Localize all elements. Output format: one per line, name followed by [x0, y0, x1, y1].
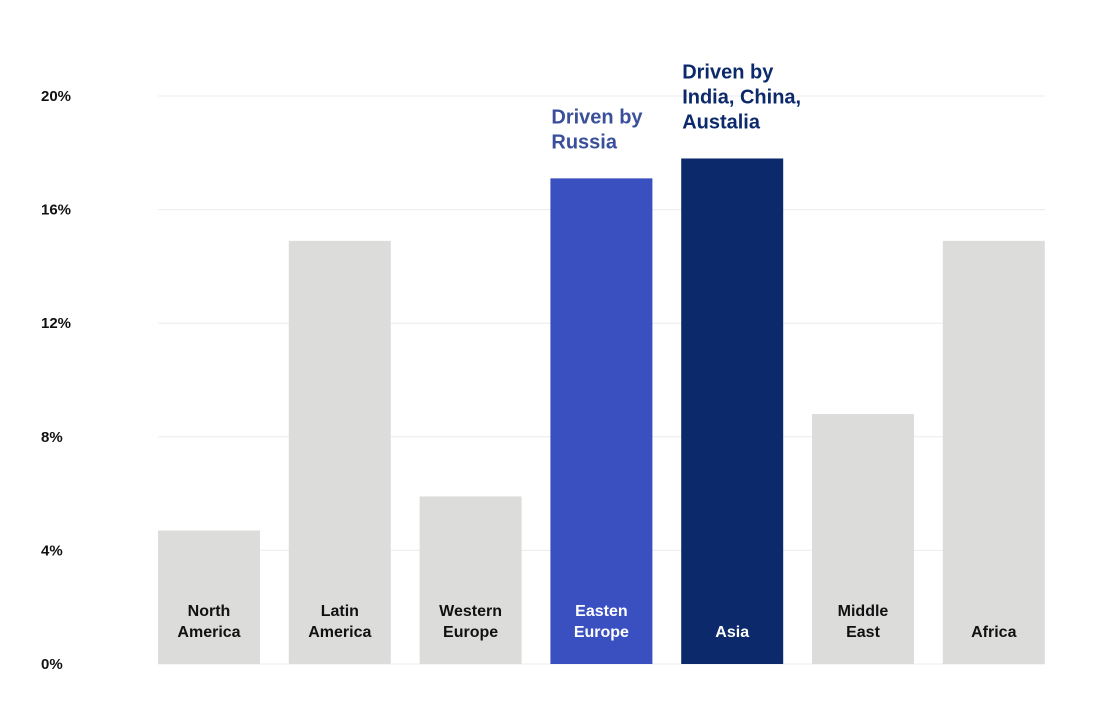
category-label: East	[846, 624, 880, 641]
category-label: Middle	[838, 603, 889, 620]
category-label: America	[308, 624, 371, 641]
category-label: America	[177, 624, 240, 641]
annotations: Driven by Russia Driven by India, China, Aus…	[551, 61, 801, 153]
category-label: Europe	[574, 624, 629, 641]
annotation-label: India, China,	[682, 86, 801, 108]
y-tick-label: 8%	[41, 429, 63, 446]
category-label: Western	[439, 603, 502, 620]
category-label: Europe	[443, 624, 498, 641]
annotation-label: Austalia	[682, 111, 761, 133]
bar	[419, 496, 522, 664]
annotation-label: Russia	[551, 131, 617, 153]
y-tick-label: 4%	[41, 542, 63, 559]
category-label: Easten	[575, 603, 627, 620]
category-label: North	[188, 603, 231, 620]
y-tick-label: 20%	[41, 88, 71, 105]
bar	[288, 240, 391, 664]
bar	[942, 240, 1045, 664]
y-tick-label: 0%	[41, 656, 63, 673]
y-tick-label: 16%	[41, 202, 71, 219]
bar	[550, 178, 653, 665]
bar	[812, 414, 914, 664]
bar	[681, 158, 784, 665]
annotation-label: Driven by	[682, 61, 774, 83]
category-label: Africa	[971, 624, 1016, 641]
bars	[158, 158, 1045, 665]
y-axis: 0% 4% 8% 12% 16% 20%	[41, 88, 71, 673]
y-tick-label: 12%	[41, 315, 71, 332]
category-label: Latin	[321, 603, 359, 620]
bar	[158, 530, 260, 664]
category-labels: North America Latin America Western Europe Eas…	[177, 603, 1016, 641]
annotation-label: Driven by	[551, 106, 643, 128]
category-label: Asia	[715, 624, 749, 641]
